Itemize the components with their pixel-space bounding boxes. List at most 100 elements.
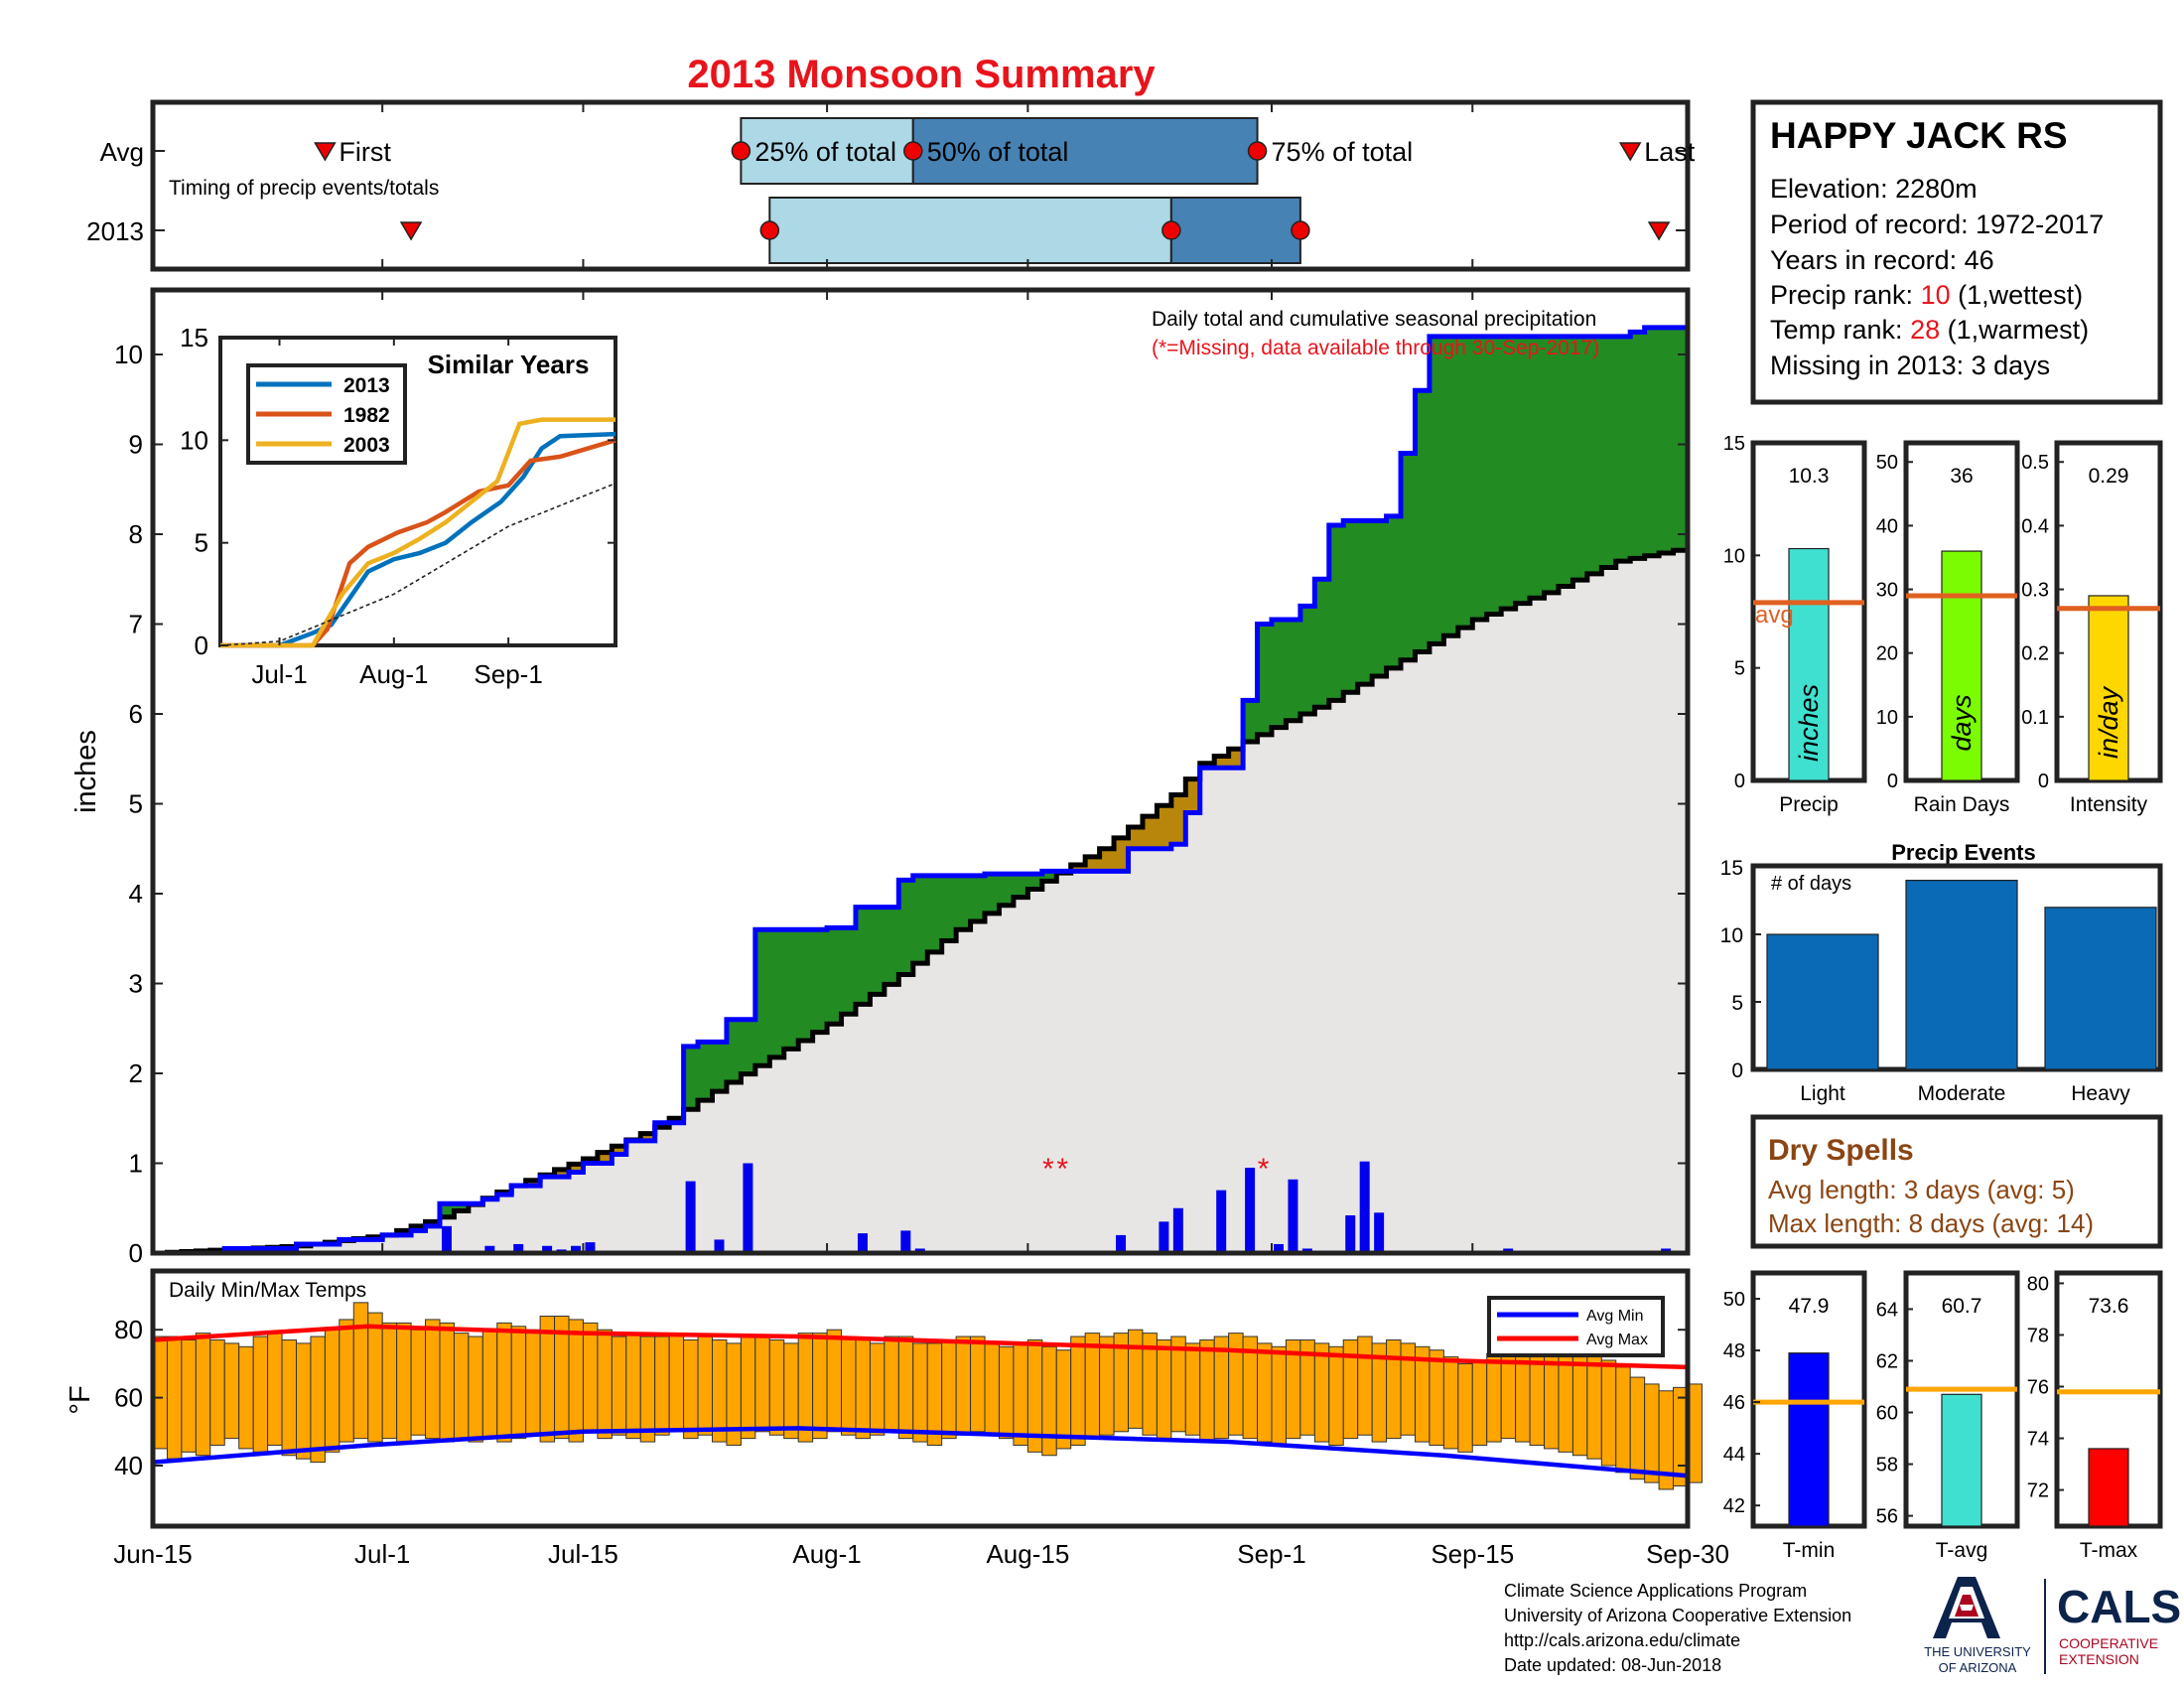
events-bar (1766, 933, 1879, 1070)
temp-range-bar (481, 1329, 498, 1440)
cumulative-precip-line (153, 325, 1688, 1256)
inset-xtick-label: Sep-1 (474, 659, 542, 689)
wetter-fill (1443, 336, 1459, 636)
inset-ytick-label: 10 (180, 425, 208, 455)
page-title: 2013 Monsoon Summary (687, 53, 1156, 96)
temp-range-bar (1271, 1345, 1287, 1446)
wetter-fill (1601, 336, 1617, 568)
temp-range-bar (1357, 1336, 1373, 1436)
events-ytick-label: 10 (1720, 924, 1743, 947)
wetter-fill (1027, 874, 1043, 890)
ua-logo-line1: THE UNIVERSITY (1924, 1644, 2031, 1659)
university-logo: THE UNIVERSITY OF ARIZONA CALS COOPERATI… (1924, 1577, 2181, 1675)
daily-precip-bar (1216, 1190, 1227, 1253)
tmin-gauge-tick-label: 46 (1723, 1392, 1745, 1414)
temp-range-bar (324, 1329, 341, 1453)
temp-range-bar (166, 1336, 183, 1460)
temp-range-bar (1156, 1338, 1172, 1440)
wetter-fill (1401, 453, 1417, 660)
wetter-fill (1515, 336, 1531, 604)
station-years: Years in record: 46 (1770, 245, 1994, 275)
wetter-fill (985, 874, 1001, 914)
wetter-fill (1286, 619, 1301, 721)
temp-range-bar (1486, 1352, 1502, 1443)
tavg-gauge-tick-label: 58 (1876, 1455, 1898, 1477)
footer-line4: Date updated: 08-Jun-2018 (1504, 1655, 1721, 1675)
timing-caption: Timing of precip events/totals (169, 177, 439, 200)
temp-range-bar (1199, 1338, 1215, 1443)
station-missing: Missing in 2013: 3 days (1770, 351, 2050, 380)
wetter-fill (841, 927, 857, 1015)
temp-range-bar (1041, 1345, 1057, 1457)
temp-range-bar (611, 1336, 627, 1436)
drier-fill (1170, 794, 1186, 845)
pct25-label: 25% of total (754, 137, 896, 167)
wetter-fill (827, 927, 843, 1025)
drier-fill (1228, 749, 1244, 769)
footer-line1: Climate Science Applications Program (1504, 1581, 1807, 1601)
wetter-fill (970, 875, 986, 922)
inset-legend-1982: 1982 (343, 404, 390, 427)
temp-range-bar (381, 1322, 398, 1440)
tmax-gauge-tick-label: 76 (2027, 1376, 2049, 1398)
tavg-gauge-tick-label: 60 (1876, 1403, 1898, 1425)
pct50-label: 50% of total (927, 137, 1069, 167)
temp-range-bar (1544, 1352, 1560, 1450)
drier-fill (640, 1133, 656, 1141)
timing-row-label-avg: Avg (100, 137, 144, 167)
temp-range-bar (826, 1329, 843, 1433)
daily-precip-bar (542, 1245, 553, 1253)
temp-range-bar (754, 1336, 770, 1433)
daily-precip-bar (714, 1239, 725, 1253)
temp-range-bar (697, 1336, 713, 1436)
daily-precip-bar (1172, 1207, 1183, 1253)
wetter-fill (454, 1203, 470, 1211)
wetter-fill (999, 874, 1015, 906)
timing-panel: Avg 2013 Timing of precip events/totals … (86, 99, 1696, 272)
timing-triangle (314, 142, 337, 162)
temp-range-bar (267, 1333, 283, 1446)
xtick-label: Aug-15 (986, 1539, 1069, 1569)
daily-precip-bar (571, 1245, 582, 1253)
temp-range-bar (855, 1338, 871, 1440)
timing-triangle (1647, 221, 1671, 241)
temp-range-bar (812, 1333, 828, 1440)
timing-box-50-75 (1169, 197, 1301, 264)
main-chart-marks: * * * (153, 325, 1689, 1256)
tmin-gauge-bar (1788, 1352, 1830, 1527)
inset-ytick-label: 15 (180, 323, 208, 352)
drier-fill (1070, 865, 1086, 872)
raindays-gauge-tick-label: 10 (1876, 707, 1898, 729)
temp-range-bar (841, 1336, 857, 1436)
main-ytick-label: 3 (129, 969, 143, 999)
drier-fill (1185, 778, 1201, 813)
raindays-gauge-tick-label: 30 (1876, 580, 1898, 602)
main-precip-chart: * * * Daily total and cumulative seasonal … (70, 287, 1729, 1569)
timing-marks (152, 102, 1689, 269)
main-ytick-label: 1 (129, 1149, 143, 1179)
wetter-fill (941, 875, 957, 941)
temp-range-bar (1055, 1349, 1072, 1450)
temp-range-bar (1128, 1329, 1144, 1429)
timing-triangle (399, 221, 423, 241)
drier-fill (569, 1164, 585, 1173)
wetter-fill (912, 875, 928, 964)
precip-gauge-value: 10.3 (1789, 465, 1830, 488)
tavg-gauge-tick-label: 56 (1876, 1506, 1898, 1528)
temp-range-bar (568, 1319, 584, 1443)
tavg-gauge-tick-label: 64 (1876, 1299, 1898, 1321)
wetter-fill (1429, 336, 1444, 644)
intensity-gauge-tick-label: 0.4 (2021, 515, 2049, 537)
wetter-fill (683, 1046, 699, 1110)
drier-fill (1214, 756, 1230, 769)
temp-range-bar (1013, 1342, 1028, 1446)
gauge-panels: avg05101510.3inchesPrecip0102030405036da… (1723, 433, 2163, 1562)
daily-precip-bar (441, 1225, 452, 1253)
wetter-fill (741, 1019, 756, 1074)
wetter-fill (1572, 336, 1588, 581)
temp-range-bar (1386, 1338, 1402, 1440)
temp-range-bar (1442, 1356, 1459, 1450)
timing-box-25-50 (768, 197, 1172, 264)
wetter-fill (1486, 336, 1502, 615)
wetter-fill (1013, 874, 1028, 898)
